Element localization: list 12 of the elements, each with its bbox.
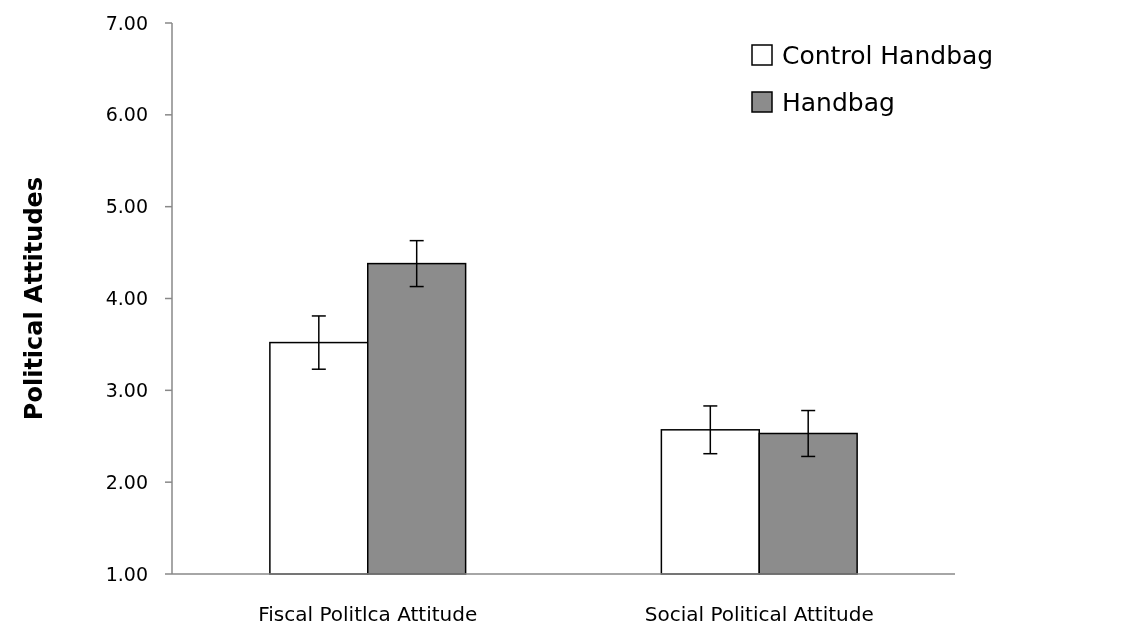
y-tick-label: 4.00 [105, 287, 148, 310]
y-tick-label: 3.00 [105, 378, 148, 401]
y-tick-label: 7.00 [105, 11, 148, 34]
legend-label: Handbag [782, 87, 895, 117]
y-axis-title: Political Attitudes [20, 176, 48, 421]
y-tick-label: 5.00 [105, 195, 148, 218]
y-tick-label: 6.00 [105, 103, 148, 126]
y-tick-label: 1.00 [105, 562, 148, 585]
y-tick-label: 2.00 [105, 470, 148, 493]
x-tick-label: Social Political Attitude [644, 602, 874, 626]
x-tick-label: Fiscal Politlca Attitude [258, 602, 478, 626]
legend-label: Control Handbag [782, 40, 994, 70]
